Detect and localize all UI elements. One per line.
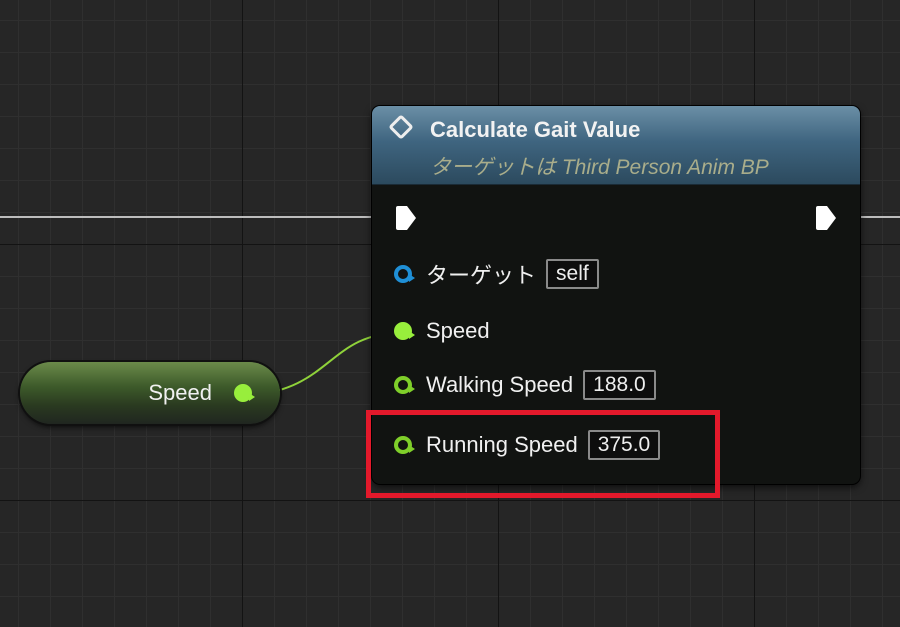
pin-row-target: ターゲット self: [394, 258, 599, 290]
pin-label: ターゲット: [426, 263, 537, 288]
object-pin-icon[interactable]: [394, 265, 415, 283]
float-pin-icon[interactable]: [394, 376, 415, 394]
calculate-gait-value-node[interactable]: Calculate Gait Value ターゲットは Third Person…: [372, 106, 860, 484]
pin-row-speed: Speed: [394, 318, 490, 344]
node-title: Calculate Gait Value: [430, 117, 641, 142]
exec-input-pin-icon[interactable]: [396, 206, 416, 230]
float-output-pin-icon[interactable]: [234, 384, 255, 402]
target-value-field[interactable]: self: [546, 259, 599, 289]
speed-variable-node[interactable]: Speed: [20, 362, 280, 424]
float-pin-icon[interactable]: [394, 436, 415, 454]
exec-output-pin-icon[interactable]: [816, 206, 836, 230]
function-icon: [388, 114, 414, 140]
node-subtitle: ターゲットは Third Person Anim BP: [430, 156, 769, 179]
float-pin-icon[interactable]: [394, 322, 415, 340]
variable-label: Speed: [148, 380, 212, 405]
highlight-box: [366, 410, 720, 498]
walking-speed-input[interactable]: 188.0: [583, 370, 656, 400]
pin-row-running-speed: Running Speed 375.0: [394, 430, 661, 460]
running-speed-input[interactable]: 375.0: [587, 430, 661, 460]
pin-label: Speed: [426, 318, 490, 343]
pin-label: Walking Speed: [426, 372, 574, 397]
node-header[interactable]: Calculate Gait Value ターゲットは Third Person…: [372, 106, 860, 185]
pin-row-walking-speed: Walking Speed 188.0: [394, 370, 656, 400]
pin-label: Running Speed: [426, 432, 578, 457]
